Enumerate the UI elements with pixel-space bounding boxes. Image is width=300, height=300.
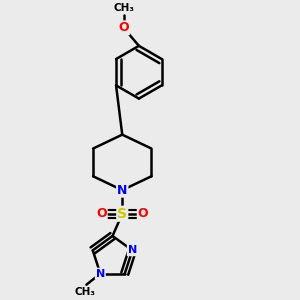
Text: N: N: [117, 184, 128, 197]
Text: S: S: [117, 207, 127, 221]
Text: N: N: [96, 268, 105, 279]
Text: O: O: [138, 207, 148, 220]
Text: N: N: [128, 245, 137, 255]
Text: O: O: [96, 207, 107, 220]
Text: O: O: [118, 21, 129, 34]
Text: CH₃: CH₃: [74, 287, 95, 297]
Text: CH₃: CH₃: [113, 3, 134, 13]
